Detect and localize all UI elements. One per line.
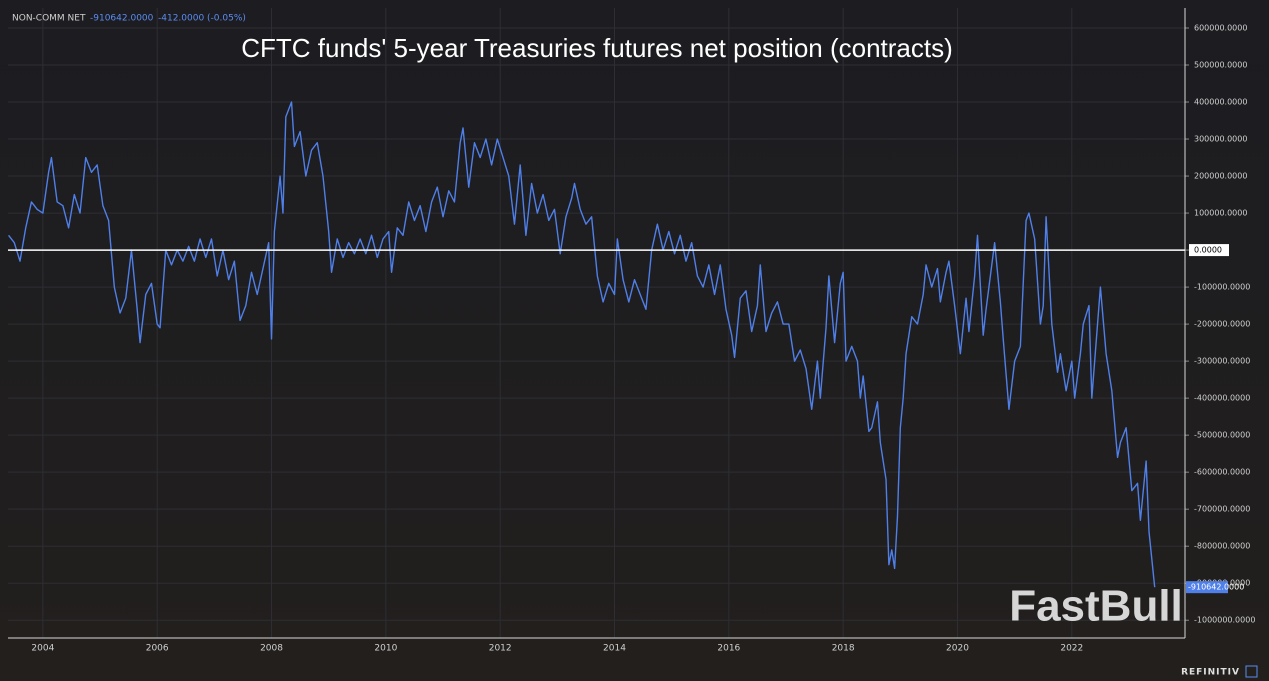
series-line: [8, 101, 1156, 588]
y-tick-label: -200000.0000: [1194, 320, 1250, 329]
x-tick-label: 2010: [374, 644, 397, 654]
header-change: -412.0000 (-0.05%): [158, 14, 246, 24]
x-tick-label: 2008: [260, 644, 283, 654]
y-tick-label: -700000.0000: [1194, 505, 1250, 514]
y-tick-label: -800000.0000: [1194, 542, 1250, 551]
y-tick-label: -500000.0000: [1194, 431, 1250, 440]
y-tick-label: 100000.0000: [1194, 209, 1247, 218]
grid: [8, 8, 1185, 638]
y-tick-label: -1000000.0000: [1194, 616, 1255, 625]
y-tick-label: -100000.0000: [1194, 283, 1250, 292]
x-tick-label: 2004: [31, 644, 54, 654]
y-tick-label: 500000.0000: [1194, 61, 1247, 70]
series-name: NON-COMM NET: [12, 14, 86, 24]
last-value-label: -910642.0000: [1188, 583, 1244, 592]
source-brand: REFINITIV: [1181, 668, 1240, 678]
header-value: -910642.0000: [90, 14, 154, 24]
x-tick-label: 2018: [832, 644, 855, 654]
x-tick-label: 2020: [946, 644, 969, 654]
y-tick-label: 300000.0000: [1194, 135, 1247, 144]
zero-label-box: [1189, 244, 1229, 257]
y-tick-label: -300000.0000: [1194, 357, 1250, 366]
chart-title: CFTC funds' 5-year Treasuries futures ne…: [241, 33, 953, 63]
brand-icon: [1245, 665, 1258, 678]
x-tick-label: 2006: [146, 644, 169, 654]
y-tick-label: 200000.0000: [1194, 172, 1247, 181]
x-tick-label: 2012: [489, 644, 512, 654]
x-tick-label: 2016: [717, 644, 740, 654]
y-tick-label: 400000.0000: [1194, 98, 1247, 107]
y-tick-label: 0.0000: [1194, 246, 1222, 255]
x-tick-label: 2022: [1060, 644, 1083, 654]
plot: [8, 101, 1156, 588]
y-tick-label: 600000.0000: [1194, 23, 1247, 32]
y-tick-label: -600000.0000: [1194, 468, 1250, 477]
y-tick-label: -400000.0000: [1194, 394, 1250, 403]
last-value-box: [1186, 581, 1228, 594]
watermark: FastBull: [1009, 582, 1183, 631]
x-tick-label: 2014: [603, 644, 626, 654]
